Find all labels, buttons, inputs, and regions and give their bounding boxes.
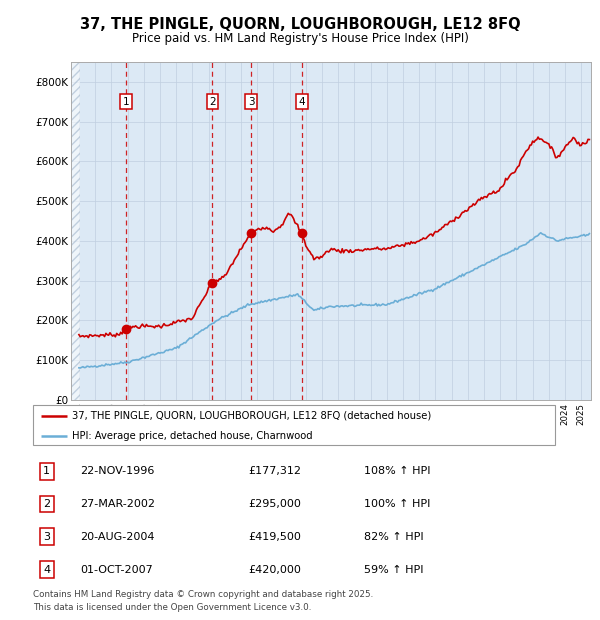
Text: 82% ↑ HPI: 82% ↑ HPI	[364, 532, 424, 542]
Text: 59% ↑ HPI: 59% ↑ HPI	[364, 565, 424, 575]
Text: 27-MAR-2002: 27-MAR-2002	[80, 499, 155, 509]
Bar	[71, 62, 80, 400]
FancyBboxPatch shape	[33, 405, 555, 445]
Text: £177,312: £177,312	[248, 466, 301, 476]
Text: 3: 3	[43, 532, 50, 542]
Text: 4: 4	[298, 97, 305, 107]
Text: 2: 2	[43, 499, 50, 509]
Text: 100% ↑ HPI: 100% ↑ HPI	[364, 499, 431, 509]
Text: 108% ↑ HPI: 108% ↑ HPI	[364, 466, 431, 476]
Text: 20-AUG-2004: 20-AUG-2004	[80, 532, 154, 542]
Text: HPI: Average price, detached house, Charnwood: HPI: Average price, detached house, Char…	[72, 432, 313, 441]
Text: £295,000: £295,000	[248, 499, 301, 509]
Text: 1: 1	[43, 466, 50, 476]
Text: 2: 2	[209, 97, 216, 107]
Text: £420,000: £420,000	[248, 565, 301, 575]
Text: 1: 1	[122, 97, 129, 107]
Text: 3: 3	[248, 97, 254, 107]
Text: 4: 4	[43, 565, 50, 575]
Text: Price paid vs. HM Land Registry's House Price Index (HPI): Price paid vs. HM Land Registry's House …	[131, 32, 469, 45]
Text: 37, THE PINGLE, QUORN, LOUGHBOROUGH, LE12 8FQ: 37, THE PINGLE, QUORN, LOUGHBOROUGH, LE1…	[80, 17, 520, 32]
Text: Contains HM Land Registry data © Crown copyright and database right 2025.
This d: Contains HM Land Registry data © Crown c…	[33, 590, 373, 612]
Text: 37, THE PINGLE, QUORN, LOUGHBOROUGH, LE12 8FQ (detached house): 37, THE PINGLE, QUORN, LOUGHBOROUGH, LE1…	[72, 410, 431, 421]
Text: 22-NOV-1996: 22-NOV-1996	[80, 466, 154, 476]
Text: 01-OCT-2007: 01-OCT-2007	[80, 565, 152, 575]
Text: £419,500: £419,500	[248, 532, 301, 542]
